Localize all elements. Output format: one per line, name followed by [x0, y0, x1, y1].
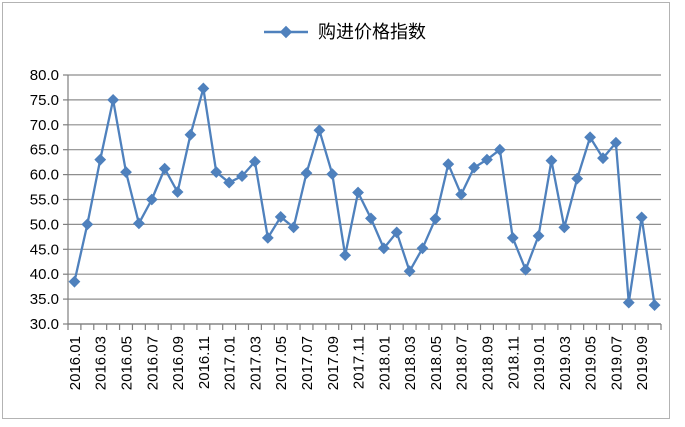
chart-frame	[2, 2, 670, 419]
series-marker	[300, 167, 313, 180]
legend-label: 购进价格指数	[318, 22, 426, 42]
series-marker	[571, 172, 584, 185]
series-marker	[274, 211, 287, 223]
y-axis-label: 60.0	[30, 167, 59, 184]
series-marker	[403, 265, 416, 278]
y-axis-label: 50.0	[30, 216, 59, 233]
x-axis-label: 2019.03	[557, 336, 574, 390]
series-marker	[236, 170, 248, 183]
series-marker	[81, 218, 94, 231]
x-axis-label: 2017.01	[222, 336, 239, 390]
x-axis-label: 2017.09	[325, 336, 342, 390]
series-marker	[455, 188, 468, 201]
series-marker	[545, 154, 558, 167]
series-marker	[390, 226, 403, 239]
y-axis-label: 70.0	[30, 117, 59, 134]
series-marker	[416, 242, 429, 255]
x-axis-label: 2016.11	[196, 336, 213, 389]
series-marker	[481, 153, 493, 166]
series-marker	[94, 153, 107, 166]
x-axis-label: 2019.07	[608, 336, 625, 390]
x-axis-label: 2017.11	[351, 336, 368, 389]
series-marker	[287, 221, 300, 234]
series-marker	[519, 263, 532, 276]
y-axis-label: 65.0	[30, 142, 59, 159]
y-axis-label: 40.0	[30, 266, 59, 283]
y-axis-label: 30.0	[30, 316, 59, 333]
series-marker	[171, 186, 184, 198]
x-axis-label: 2019.05	[583, 336, 600, 390]
x-axis-label: 2016.09	[170, 336, 187, 390]
x-axis-label: 2018.03	[402, 336, 419, 390]
series-marker	[493, 143, 506, 156]
y-axis-label: 45.0	[30, 241, 59, 258]
y-axis-label: 35.0	[30, 291, 59, 308]
x-axis-label: 2018.07	[454, 336, 471, 390]
series-marker	[145, 193, 158, 206]
x-axis-label: 2017.07	[299, 336, 316, 390]
series-marker	[352, 186, 364, 199]
series-marker	[68, 275, 81, 288]
series-marker	[197, 82, 210, 95]
series-line	[73, 87, 656, 306]
legend-line-marker-icon	[264, 25, 308, 39]
y-axis-label: 75.0	[30, 92, 59, 109]
x-axis-label: 2018.09	[479, 336, 496, 390]
x-axis-label: 2019.01	[531, 336, 548, 390]
x-axis-label: 2017.03	[247, 336, 264, 390]
x-axis-label: 2019.09	[634, 336, 651, 390]
series-marker	[558, 221, 571, 234]
x-axis-label: 2018.01	[376, 336, 393, 390]
series-marker	[120, 166, 132, 179]
x-axis-label: 2016.05	[119, 336, 136, 390]
series-marker	[339, 249, 352, 262]
x-axis-label: 2016.01	[67, 336, 84, 390]
x-axis-label: 2016.03	[93, 336, 110, 390]
series-marker	[442, 158, 455, 171]
series-marker	[648, 299, 661, 311]
series-marker	[132, 217, 145, 230]
x-axis-label: 2018.11	[505, 336, 522, 389]
series-marker	[158, 162, 171, 175]
x-axis-label: 2016.07	[144, 336, 161, 390]
x-axis-label: 2018.05	[428, 336, 445, 390]
series-marker	[506, 231, 519, 244]
series-marker	[429, 213, 442, 225]
series-marker	[223, 176, 236, 189]
series-marker	[635, 211, 648, 224]
series-marker	[597, 152, 609, 165]
series-marker	[261, 231, 274, 244]
series-marker	[107, 93, 120, 106]
series-marker	[313, 124, 326, 137]
legend: 购进价格指数	[263, 23, 426, 41]
series-marker	[249, 155, 261, 168]
series-marker	[210, 166, 223, 179]
series-marker	[622, 296, 635, 309]
x-axis-label: 2017.05	[273, 336, 290, 390]
series-marker	[365, 212, 377, 225]
y-axis-label: 55.0	[30, 192, 59, 209]
series-marker	[609, 136, 622, 149]
series-marker	[532, 229, 545, 242]
series-marker	[184, 128, 197, 141]
series-marker	[377, 242, 390, 255]
y-axis-label: 80.0	[30, 67, 59, 84]
series-marker	[326, 168, 339, 181]
series-marker	[584, 131, 597, 144]
series-marker	[468, 161, 480, 174]
